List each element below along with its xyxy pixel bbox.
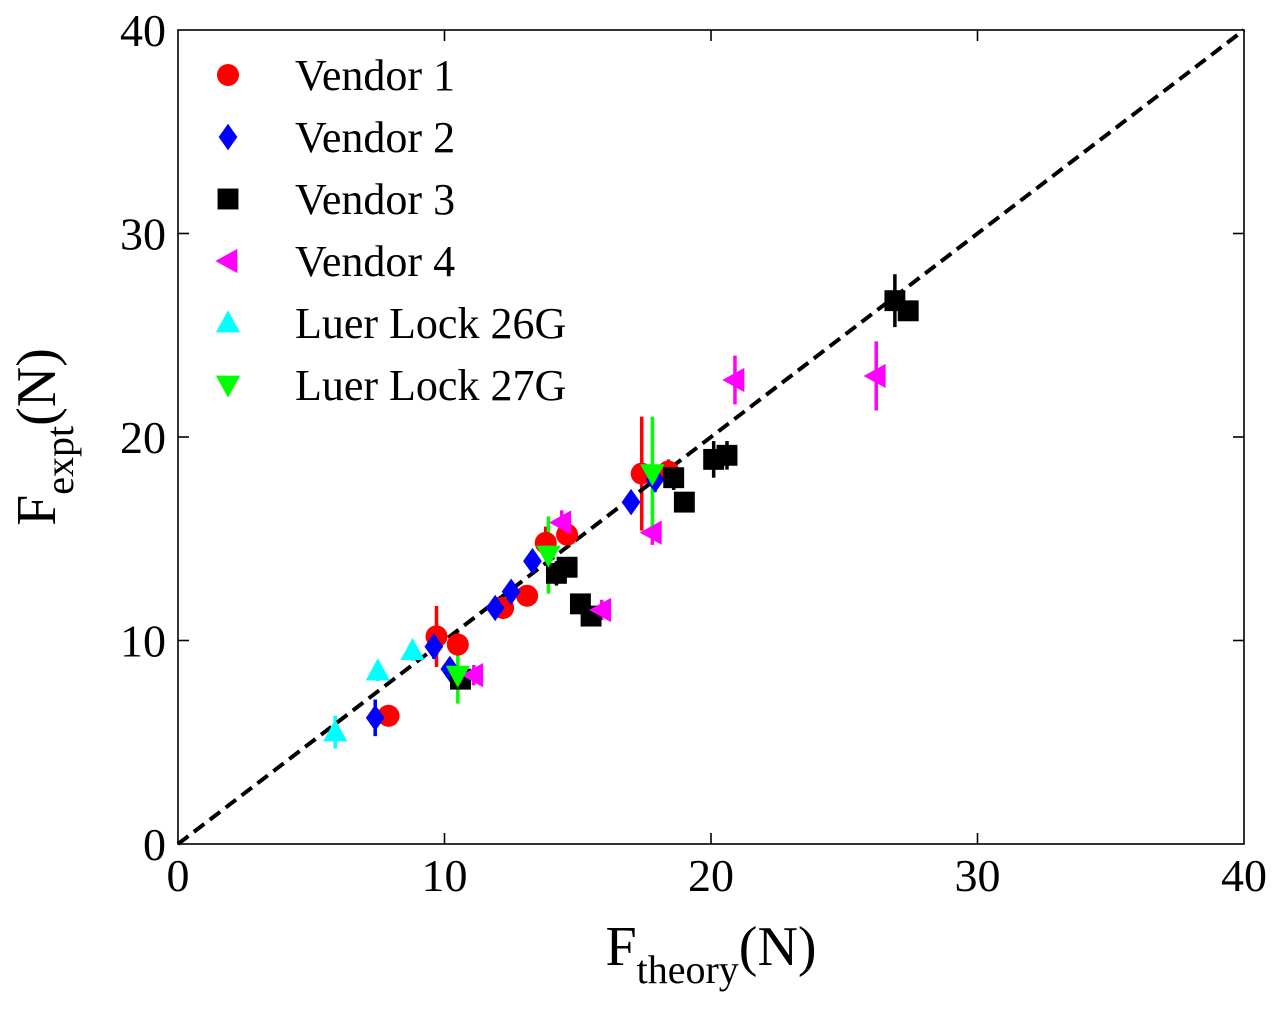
legend-item: Vendor 4 <box>215 237 455 286</box>
data-point <box>640 464 665 487</box>
data-point <box>501 578 521 605</box>
y-tick-label: 10 <box>120 616 166 667</box>
data-point <box>445 665 470 688</box>
x-tick-label: 40 <box>1221 850 1267 901</box>
x-axis-label: Ftheory(N) <box>605 916 816 992</box>
data-point <box>446 633 469 656</box>
reference-line-group <box>176 28 1246 846</box>
data-point <box>716 444 738 466</box>
x-tick-label: 20 <box>688 850 734 901</box>
legend-label: Vendor 1 <box>295 51 455 100</box>
legend-item: Vendor 2 <box>218 113 455 162</box>
legend-marker <box>217 188 239 210</box>
data-point <box>556 556 578 578</box>
data-point <box>400 638 425 661</box>
x-axis-label-main: F <box>605 916 636 978</box>
y-axis-label-subscript: expt <box>37 426 82 495</box>
legend-label: Luer Lock 26G <box>295 299 566 348</box>
data-point <box>673 491 695 513</box>
legend-label: Vendor 4 <box>295 237 455 286</box>
legend-label: Luer Lock 27G <box>295 361 566 410</box>
data-point <box>897 300 919 322</box>
legend-label: Vendor 3 <box>295 175 455 224</box>
y-tick-labels: 0 10 20 30 40 <box>120 5 166 870</box>
y-tick-label: 40 <box>120 5 166 56</box>
y-tick-label: 30 <box>120 209 166 260</box>
legend-label: Vendor 2 <box>295 113 455 162</box>
data-point <box>461 662 484 688</box>
legend-item: Luer Lock 27G <box>215 361 566 410</box>
axis-ticks <box>178 30 1244 844</box>
legend: Vendor 1 Vendor 2 Vendor 3 Vendor 4 Luer Loc… <box>215 51 566 410</box>
y-axis-label-unit: (N) <box>6 348 68 426</box>
y-tick-label: 20 <box>120 412 166 463</box>
y-axis-label: Fexpt(N) <box>6 348 82 526</box>
data-point <box>589 597 612 623</box>
y-axis-label-main: F <box>6 495 68 526</box>
x-tick-label: 0 <box>167 850 190 901</box>
data-point <box>549 510 572 535</box>
reference-line <box>176 28 1246 846</box>
data-point <box>365 658 390 681</box>
x-axis-label-subscript: theory <box>637 947 739 992</box>
data-point <box>424 633 444 660</box>
data-point <box>639 520 662 545</box>
legend-item: Vendor 3 <box>217 175 455 224</box>
x-axis-label-unit: (N) <box>739 916 817 978</box>
x-tick-label: 10 <box>422 850 468 901</box>
data-point <box>323 719 348 742</box>
x-tick-label: 30 <box>955 850 1001 901</box>
data-point <box>663 467 685 489</box>
legend-marker <box>218 123 238 151</box>
legend-item: Vendor 1 <box>217 51 455 100</box>
legend-marker <box>215 310 241 333</box>
data-point <box>523 547 542 575</box>
legend-marker <box>215 375 241 398</box>
x-tick-labels: 0 10 20 30 40 <box>167 850 1268 901</box>
data-point <box>485 594 505 622</box>
legend-marker <box>215 248 238 274</box>
data-point <box>365 704 385 732</box>
data-point <box>621 488 641 516</box>
data-point <box>377 704 400 727</box>
legend-item: Luer Lock 26G <box>215 299 566 348</box>
data-point <box>863 363 886 389</box>
data-points <box>323 290 919 742</box>
legend-marker <box>217 64 239 86</box>
data-point <box>516 584 539 607</box>
y-tick-label: 0 <box>143 819 166 870</box>
data-point <box>536 545 561 568</box>
data-point <box>722 367 745 393</box>
